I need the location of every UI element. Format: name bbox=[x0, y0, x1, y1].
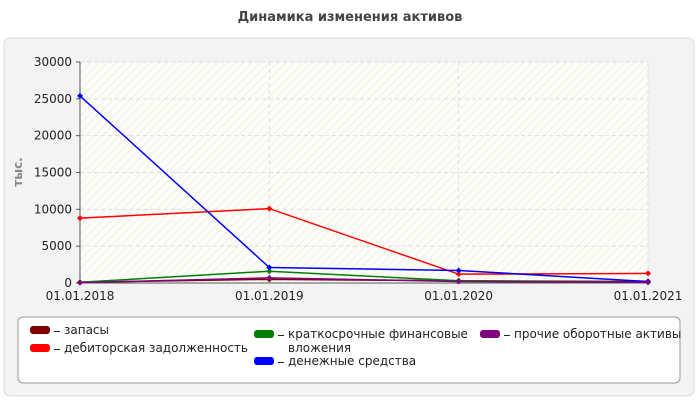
legend-swatch bbox=[254, 357, 274, 365]
point bbox=[77, 215, 83, 222]
legend-item: дебиторская задолженность bbox=[30, 341, 248, 355]
point bbox=[455, 271, 462, 278]
chart-title: Динамика изменения активов bbox=[238, 10, 463, 25]
legend-dash bbox=[278, 335, 284, 336]
y-tick-label: 10000 bbox=[34, 202, 72, 216]
legend-label: запасы bbox=[64, 323, 110, 337]
legend-dash bbox=[54, 349, 60, 350]
legend-swatch bbox=[480, 330, 500, 338]
legend-dash bbox=[278, 362, 284, 363]
y-axis-label: тыс. bbox=[11, 157, 25, 186]
y-tick-label: 25000 bbox=[34, 92, 72, 106]
legend-label: денежные средства bbox=[288, 354, 417, 368]
legend-item: денежные средства bbox=[254, 354, 416, 368]
point bbox=[266, 274, 273, 281]
y-tick-label: 20000 bbox=[34, 129, 72, 143]
y-tick-label: 15000 bbox=[34, 166, 72, 180]
legend-swatch bbox=[254, 330, 274, 338]
x-tick-label: 01.01.2018 bbox=[46, 289, 115, 303]
legend-dash bbox=[504, 335, 510, 336]
point bbox=[455, 278, 462, 285]
legend-label: дебиторская задолженность bbox=[64, 341, 248, 355]
legend-swatch bbox=[30, 326, 50, 334]
legend-item: прочие оборотные активы bbox=[480, 327, 681, 341]
legend-box bbox=[17, 316, 681, 384]
point bbox=[266, 205, 273, 212]
legend-swatch bbox=[30, 344, 50, 352]
x-tick-label: 01.01.2019 bbox=[235, 289, 304, 303]
point bbox=[455, 267, 462, 274]
series-line bbox=[79, 95, 649, 283]
y-tick-label: 30000 bbox=[34, 55, 72, 69]
point bbox=[645, 279, 651, 286]
legend-item: запасы bbox=[30, 323, 109, 337]
legend-item: краткосрочные финансовые вложения bbox=[254, 327, 469, 355]
point bbox=[77, 279, 83, 286]
point bbox=[266, 264, 273, 271]
point bbox=[77, 92, 83, 99]
x-tick-label: 01.01.2020 bbox=[424, 289, 493, 303]
y-tick-label: 5000 bbox=[41, 239, 72, 253]
x-tick-label: 01.01.2021 bbox=[614, 289, 683, 303]
legend-dash bbox=[54, 331, 60, 332]
legend-label: краткосрочные финансовые вложения bbox=[288, 327, 468, 355]
point bbox=[266, 268, 273, 275]
y-tick-label: 0 bbox=[64, 276, 72, 290]
series-line bbox=[79, 207, 649, 275]
series-line bbox=[79, 277, 649, 284]
legend-label: прочие оборотные активы bbox=[514, 327, 682, 341]
point bbox=[645, 270, 651, 277]
